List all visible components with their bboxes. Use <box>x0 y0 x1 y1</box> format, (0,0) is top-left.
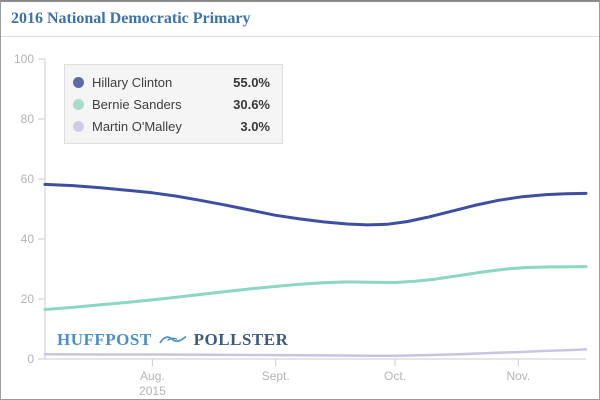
legend-item: Hillary Clinton 55.0% <box>73 71 270 93</box>
legend-value: 55.0% <box>233 74 270 90</box>
svg-text:80: 80 <box>21 112 35 126</box>
legend-color-dot <box>73 98 84 110</box>
title-bar: 2016 National Democratic Primary <box>1 2 599 37</box>
pollster-bird-icon <box>158 335 187 344</box>
legend-value: 3.0% <box>240 118 270 134</box>
svg-text:20: 20 <box>21 292 35 306</box>
svg-text:60: 60 <box>21 172 35 186</box>
legend-label: Hillary Clinton <box>92 74 173 90</box>
legend-item: Bernie Sanders 30.6% <box>73 93 270 115</box>
svg-text:2015: 2015 <box>139 384 166 398</box>
svg-text:100: 100 <box>14 52 34 66</box>
legend-value: 30.6% <box>233 96 270 112</box>
svg-text:Sept.: Sept. <box>262 369 290 383</box>
legend-label: Martin O'Malley <box>92 118 182 134</box>
huffpost-pollster-logo: HUFFPOST POLLSTER <box>57 330 288 350</box>
legend-item: Martin O'Malley 3.0% <box>73 115 270 137</box>
pollster-wordmark: POLLSTER <box>193 330 289 349</box>
legend-color-dot <box>73 120 84 132</box>
svg-text:0: 0 <box>27 352 34 366</box>
chart-title: 2016 National Democratic Primary <box>11 10 251 27</box>
svg-text:Nov.: Nov. <box>506 369 530 383</box>
legend-color-dot <box>73 76 84 88</box>
legend: Hillary Clinton 55.0% Bernie Sanders 30.… <box>64 64 283 144</box>
svg-text:40: 40 <box>21 232 35 246</box>
huffpost-wordmark: HUFFPOST <box>57 330 152 349</box>
legend-label: Bernie Sanders <box>92 96 182 112</box>
svg-text:Oct.: Oct. <box>384 369 406 383</box>
svg-text:Aug.: Aug. <box>140 369 165 383</box>
